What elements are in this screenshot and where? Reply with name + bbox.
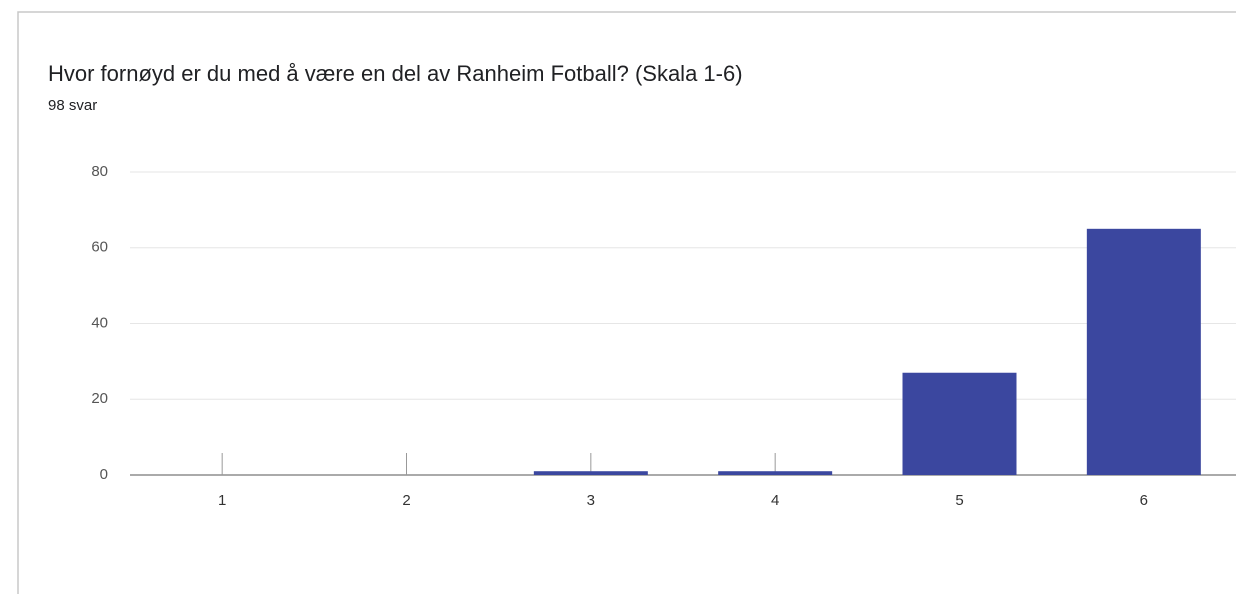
bar (533, 471, 648, 475)
x-tick-label: 3 (587, 492, 595, 509)
y-tick-label: 80 (91, 163, 108, 180)
bar (1086, 228, 1201, 475)
x-tick-label: 1 (218, 492, 226, 509)
x-tick-label: 2 (402, 492, 410, 509)
y-tick-label: 60 (91, 239, 108, 256)
y-tick-label: 40 (91, 314, 108, 331)
x-tick-label: 5 (955, 492, 963, 509)
card (17, 11, 1236, 594)
chart-title: Hvor fornøyd er du med å være en del av … (48, 61, 743, 86)
y-tick-label: 0 (100, 466, 108, 483)
x-tick-label: 6 (1140, 492, 1148, 509)
y-tick-label: 20 (91, 390, 108, 407)
chart-subtitle: 98 svar (48, 97, 97, 114)
bar (902, 372, 1017, 475)
bar (718, 471, 833, 475)
x-tick-label: 4 (771, 492, 779, 509)
